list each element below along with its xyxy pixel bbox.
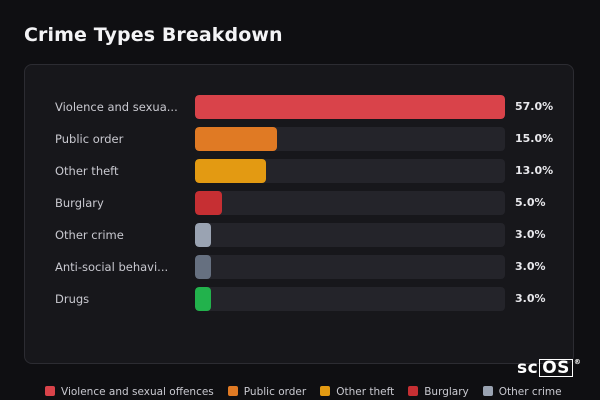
bar-value-label: 5.0% (515, 196, 546, 209)
bar-value-label: 3.0% (515, 292, 546, 305)
bar[interactable] (195, 223, 212, 247)
bar-track (195, 287, 505, 311)
brand-logo: sc OS ® (517, 358, 581, 378)
bar-value-label: 3.0% (515, 260, 546, 273)
legend-label: Burglary (424, 386, 469, 398)
bar-row: Drugs 3.0% (25, 287, 573, 311)
bar-row: Other crime 3.0% (25, 223, 573, 247)
bar[interactable] (195, 159, 266, 183)
logo-text-os: OS (539, 359, 573, 377)
bar[interactable] (195, 191, 223, 215)
legend-swatch (45, 386, 55, 396)
chart-title: Crime Types Breakdown (24, 24, 283, 46)
bar-label: Other theft (55, 164, 119, 178)
bar[interactable] (195, 127, 277, 151)
chart-card: Violence and sexua... 57.0% Public order 15… (24, 64, 574, 364)
chart-legend: Violence and sexual offences Public order… (45, 386, 576, 400)
legend-item[interactable]: Public order (227, 386, 307, 398)
bar-value-label: 15.0% (515, 132, 554, 145)
bar[interactable] (195, 255, 212, 279)
bar-track (195, 191, 505, 215)
legend-label: Other crime (498, 386, 562, 398)
legend-label: Public order (243, 386, 307, 398)
bar-label: Public order (55, 132, 124, 146)
logo-text-sc: sc (517, 358, 539, 378)
bar-label: Violence and sexua... (55, 100, 178, 114)
legend-item[interactable]: Other theft (320, 386, 394, 398)
legend-swatch (408, 386, 419, 396)
legend-item[interactable]: Other crime (482, 386, 562, 398)
legend-item[interactable]: Violence and sexual offences (45, 386, 214, 398)
logo-registered-mark: ® (573, 358, 582, 366)
bar-label: Drugs (55, 292, 90, 306)
bar-label: Other crime (55, 228, 124, 242)
bar[interactable] (195, 287, 212, 311)
bar-value-label: 13.0% (515, 164, 554, 177)
legend-label: Other theft (336, 386, 395, 398)
bar-row: Burglary 5.0% (25, 191, 573, 215)
bar-value-label: 3.0% (515, 228, 546, 241)
bar[interactable] (195, 95, 505, 119)
legend-item[interactable]: Burglary (408, 386, 469, 398)
bar-track (195, 255, 505, 279)
bar-track (195, 95, 505, 119)
bar-track (195, 223, 505, 247)
legend-swatch (227, 386, 238, 396)
bar-track (195, 127, 505, 151)
bar-row: Violence and sexua... 57.0% (25, 95, 573, 119)
bar-row: Public order 15.0% (25, 127, 573, 151)
legend-swatch (320, 386, 331, 396)
bar-track (195, 159, 505, 183)
bar-value-label: 57.0% (515, 100, 554, 113)
legend-swatch (482, 386, 493, 396)
bar-row: Other theft 13.0% (25, 159, 573, 183)
bar-row: Anti-social behavi... 3.0% (25, 255, 573, 279)
bar-label: Burglary (55, 196, 104, 210)
bar-label: Anti-social behavi... (55, 260, 169, 274)
legend-label: Violence and sexual offences (61, 386, 214, 398)
